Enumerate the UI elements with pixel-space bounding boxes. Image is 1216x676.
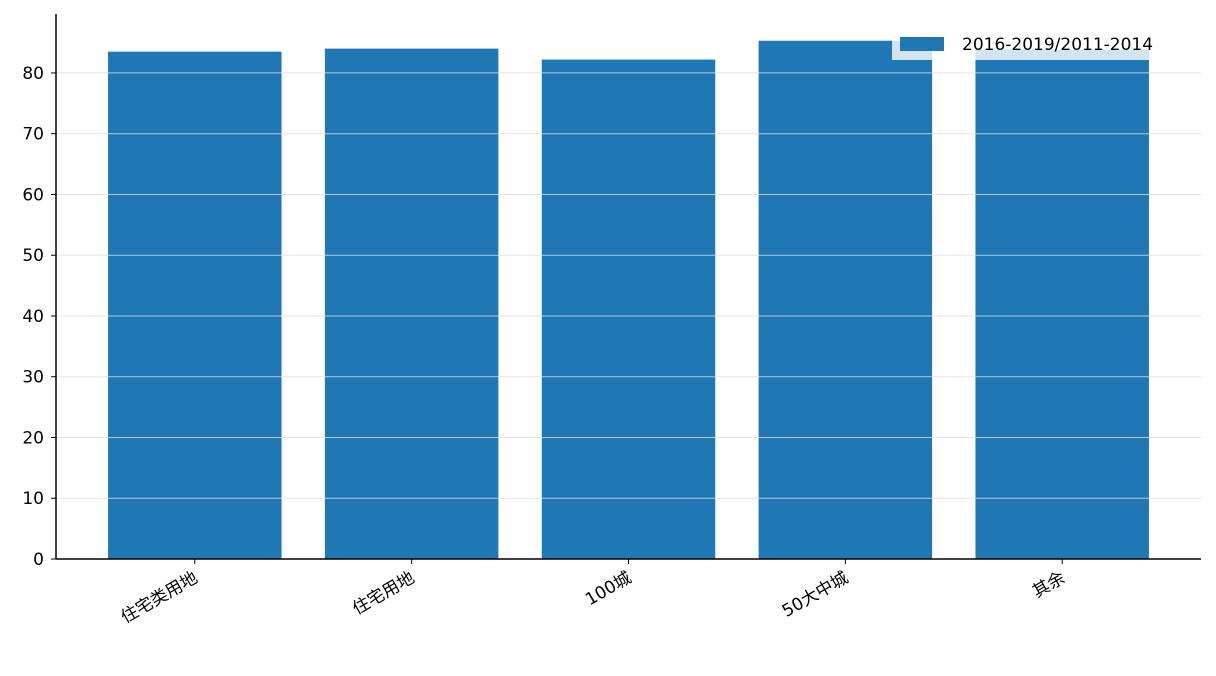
y-tick-label: 60 — [22, 185, 44, 205]
bar — [108, 51, 282, 559]
y-tick-label: 0 — [33, 550, 44, 570]
x-tick-label: 50大中城 — [779, 568, 852, 622]
x-tick-label: 其余 — [1029, 568, 1068, 602]
x-tick-label: 住宅用地 — [349, 568, 418, 619]
x-tick-label: 100城 — [582, 568, 635, 610]
legend-label: 2016-2019/2011-2014 — [962, 35, 1153, 55]
bar — [541, 59, 716, 559]
x-tick-label: 住宅类用地 — [118, 568, 202, 628]
y-tick-label: 20 — [22, 428, 44, 448]
legend-patch — [900, 37, 944, 51]
bar — [975, 49, 1149, 560]
bar — [324, 48, 499, 559]
y-tick-label: 80 — [22, 64, 44, 84]
y-tick-label: 40 — [22, 307, 44, 327]
y-tick-label: 30 — [22, 368, 44, 388]
y-tick-label: 10 — [22, 489, 44, 509]
y-tick-label: 70 — [22, 125, 44, 145]
bar — [758, 40, 933, 559]
y-tick-label: 50 — [22, 246, 44, 266]
